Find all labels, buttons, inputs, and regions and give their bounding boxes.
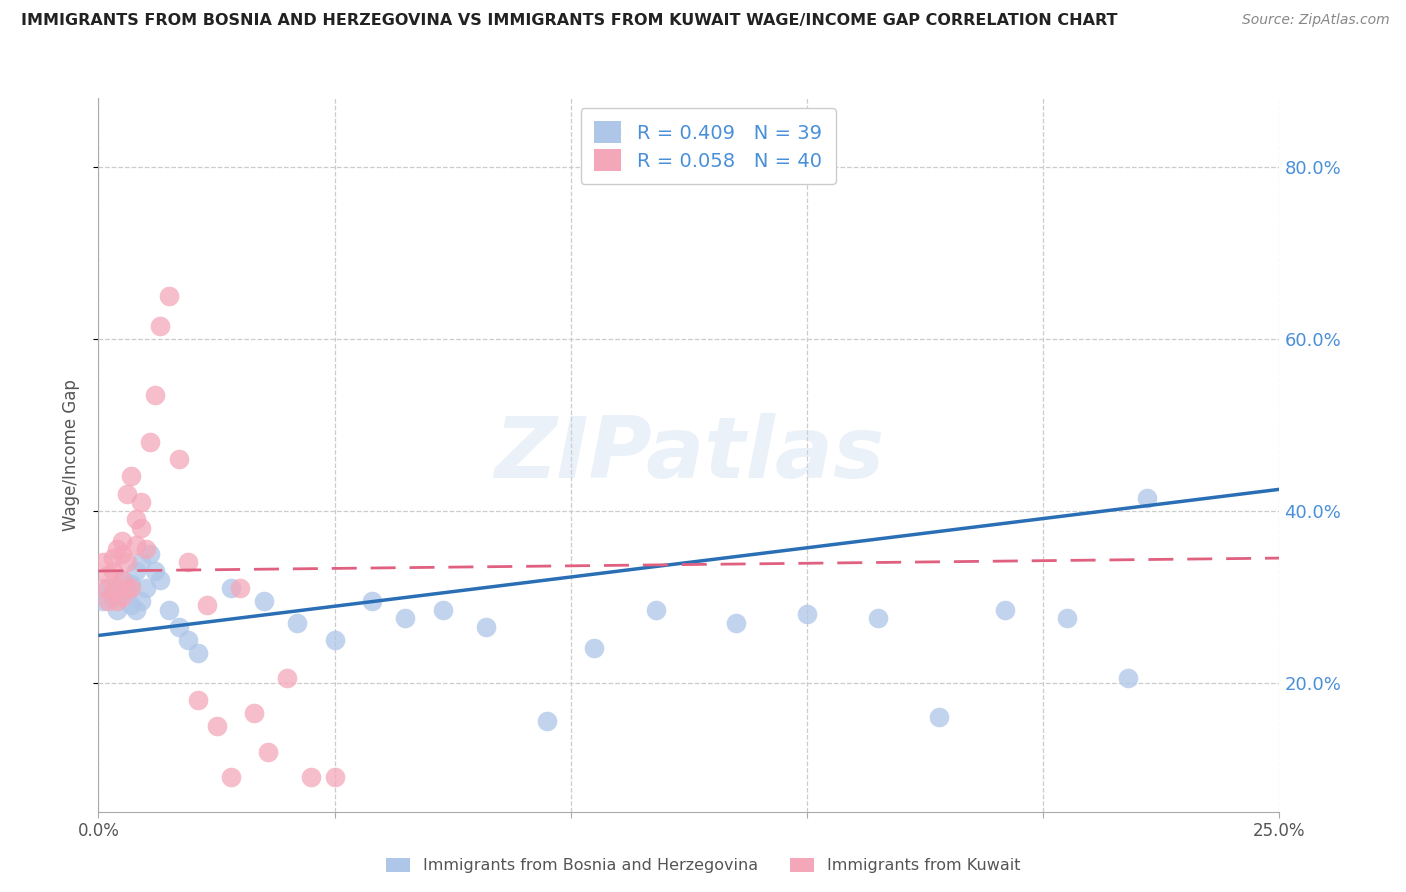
Point [111,573,134,587]
Point [177,555,200,569]
Point [253,594,276,608]
Point [177,632,200,647]
Point [187,693,209,707]
Point [361,594,384,608]
Point [536,714,558,729]
Point [725,615,748,630]
Point [432,602,454,616]
Point [219,581,242,595]
Point [394,611,416,625]
Point [97,581,120,595]
Point [157,602,180,616]
Point [115,486,138,500]
Point [644,602,666,616]
Point [115,585,138,599]
Point [994,602,1017,616]
Point [121,469,143,483]
Point [105,542,128,557]
Point [583,641,606,656]
Point [91,555,114,569]
Point [101,590,124,604]
Point [167,452,190,467]
Point [129,521,152,535]
Point [101,551,124,566]
Point [101,585,124,599]
Point [129,594,152,608]
Point [323,770,346,784]
Point [125,602,148,616]
Point [149,573,172,587]
Point [323,632,346,647]
Legend: R = 0.409   N = 39, R = 0.058   N = 40: R = 0.409 N = 39, R = 0.058 N = 40 [581,108,835,185]
Point [115,555,138,569]
Point [111,590,134,604]
Point [111,533,134,548]
Text: ZIPatlas: ZIPatlas [494,413,884,497]
Point [125,512,148,526]
Point [105,581,128,595]
Point [285,615,308,630]
Y-axis label: Wage/Income Gap: Wage/Income Gap [62,379,80,531]
Point [1056,611,1078,625]
Point [1136,491,1159,505]
Point [219,770,242,784]
Point [125,538,148,552]
Point [135,542,157,557]
Point [97,568,120,582]
Point [129,495,152,509]
Point [157,289,180,303]
Point [149,318,172,333]
Point [205,719,228,733]
Point [101,564,124,578]
Point [91,581,114,595]
Point [276,672,298,686]
Point [125,564,148,578]
Point [115,581,138,595]
Point [105,602,128,616]
Point [257,745,280,759]
Legend: Immigrants from Bosnia and Herzegovina, Immigrants from Kuwait: Immigrants from Bosnia and Herzegovina, … [380,851,1026,880]
Point [121,577,143,591]
Point [111,573,134,587]
Point [229,581,252,595]
Text: Source: ZipAtlas.com: Source: ZipAtlas.com [1241,13,1389,28]
Point [139,547,162,561]
Point [187,646,209,660]
Point [97,594,120,608]
Point [139,435,162,450]
Point [243,706,266,720]
Point [195,599,218,613]
Point [143,388,166,402]
Point [299,770,322,784]
Point [1116,672,1139,686]
Point [135,581,157,595]
Point [866,611,889,625]
Point [143,564,166,578]
Text: IMMIGRANTS FROM BOSNIA AND HERZEGOVINA VS IMMIGRANTS FROM KUWAIT WAGE/INCOME GAP: IMMIGRANTS FROM BOSNIA AND HERZEGOVINA V… [21,13,1118,29]
Point [91,594,114,608]
Point [121,581,143,595]
Point [105,594,128,608]
Point [129,555,152,569]
Point [928,710,950,724]
Point [475,620,498,634]
Point [121,599,143,613]
Point [796,607,818,621]
Point [111,547,134,561]
Point [167,620,190,634]
